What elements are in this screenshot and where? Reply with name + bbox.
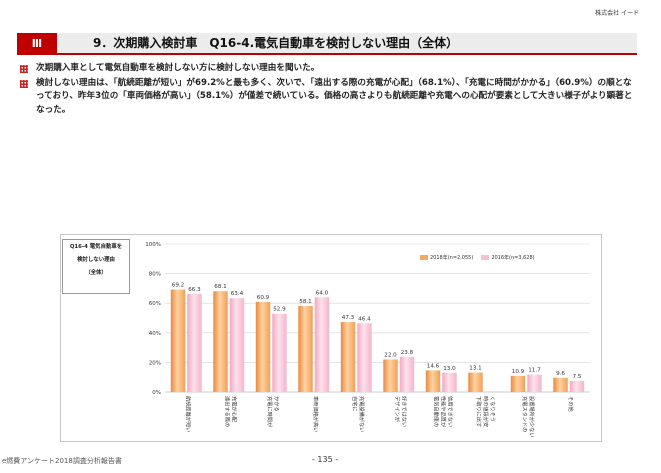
x-tick-label: 電気自動車の: [432, 396, 440, 427]
data-label: 13.1: [469, 366, 482, 372]
page-header: Ⅲ 9．次期購入検討車 Q16-4.電気自動車を検討しない理由（全体）: [17, 33, 637, 55]
x-tick-label: 信用できない: [446, 396, 454, 427]
legend-swatch-2016: [481, 255, 490, 260]
x-tick-label: 充電設備がない: [358, 396, 366, 432]
bar-2018: [383, 359, 398, 392]
bar-2016: [314, 297, 330, 392]
data-label: 52.9: [273, 307, 286, 313]
page-title: 9．次期購入検討車 Q16-4.電気自動車を検討しない理由（全体）: [93, 36, 459, 50]
data-label: 69.2: [172, 283, 184, 289]
chart-frame: [60, 234, 602, 442]
data-label: 14.6: [427, 363, 440, 369]
x-tick-label: 時の値段が安: [482, 396, 490, 427]
bullet-grid-icon: [20, 65, 28, 73]
bar-2016: [569, 380, 585, 392]
bar-2018: [170, 289, 186, 392]
x-tick-label: 充電が心配: [230, 396, 238, 423]
bar-2018: [213, 291, 228, 392]
data-label: 60.9: [257, 295, 270, 301]
y-tick-label: 100%: [145, 242, 161, 248]
x-tick-label: かかる: [273, 396, 280, 412]
bar-2018: [340, 321, 356, 392]
bar-2016: [357, 323, 372, 392]
bullet-item: 検討しない理由は、「航続距離が短い」が69.2%と最も多く、次いで、「遠出する際…: [20, 77, 640, 117]
company-name: 株式会社 イード: [595, 10, 639, 17]
question-line: Q16-4 電気自動車を: [69, 244, 123, 250]
data-label: 66.3: [188, 287, 201, 293]
bar-2016: [527, 374, 542, 392]
x-tick-label: 航続距離が短い: [184, 396, 192, 432]
page-number: - 135 -: [312, 455, 339, 464]
bar-2018: [255, 301, 271, 392]
x-tick-label: 自宅に: [351, 396, 359, 412]
bar-2016: [187, 293, 202, 392]
bar-2016: [442, 372, 457, 392]
chart-legend: 2018年(n=2,055) 2016年(n=3,628): [420, 254, 535, 261]
legend-item: 2016年(n=3,628): [481, 254, 535, 261]
y-tick-label: 20%: [149, 360, 161, 366]
data-label: 47.3: [342, 315, 355, 321]
x-tick-label: 下取りに出す: [475, 396, 483, 427]
x-tick-label: 充電に時間が: [266, 396, 274, 428]
data-label: 64.0: [316, 290, 329, 296]
question-line: 検討しない理由: [77, 257, 115, 263]
bullet-grid-icon: [20, 80, 28, 89]
bar-2016: [272, 313, 287, 392]
data-label: 22.0: [384, 352, 397, 358]
y-tick-label: 80%: [149, 272, 161, 278]
x-tick-label: くなりそう: [489, 396, 496, 422]
legend-swatch-2018: [420, 255, 428, 260]
data-label: 63.4: [231, 291, 244, 297]
bullet-text: 次期購入車として電気自動車を検討しない方に検討しない理由を聞いた。: [36, 63, 320, 73]
bar-2018: [425, 370, 441, 392]
bullet-text: 検討しない理由は、「航続距離が短い」が69.2%と最も多く、次いで、「遠出する際…: [36, 78, 633, 115]
x-tick-label: 好きではない: [400, 396, 408, 427]
bar-2018: [298, 306, 313, 392]
y-tick-label: 0%: [152, 390, 161, 396]
legend-item: 2018年(n=2,055): [420, 254, 473, 261]
bar-2018: [468, 372, 483, 392]
data-label: 68.1: [214, 284, 227, 290]
x-tick-label: 充電スタンドの: [521, 396, 529, 432]
data-label: 58.1: [299, 299, 312, 305]
x-tick-label: その他: [567, 396, 575, 412]
bullet-item: 次期購入車として電気自動車を検討しない方に検討しない理由を聞いた。: [20, 62, 640, 75]
x-tick-label: 車両価格が高い: [312, 396, 320, 432]
y-tick-label: 60%: [149, 301, 161, 307]
legend-label: 2018年(n=2,055): [430, 255, 474, 261]
data-label: 10.9: [512, 369, 525, 375]
x-tick-label: 設置場所が少ない: [528, 396, 536, 438]
bar-2016: [399, 356, 415, 392]
bar-2018: [510, 375, 526, 392]
x-tick-label: 性能や品質が: [439, 396, 447, 428]
summary-bullets: 次期購入車として電気自動車を検討しない方に検討しない理由を聞いた。 検討しない理…: [20, 62, 640, 119]
data-label: 23.8: [401, 350, 414, 356]
x-tick-label: 遠出する際の: [223, 396, 231, 427]
bar-2018: [553, 377, 568, 392]
bar-2016: [229, 298, 245, 392]
data-label: 7.5: [573, 374, 582, 380]
question-box: Q16-4 電気自動車を 検討しない理由 （全体）: [62, 239, 130, 294]
section-mark: Ⅲ: [17, 33, 57, 53]
data-label: 9.6: [556, 371, 565, 377]
x-tick-label: デザインが: [393, 396, 401, 423]
data-label: 11.7: [528, 368, 541, 374]
legend-label: 2016年(n=3,628): [491, 255, 535, 261]
data-label: 46.4: [358, 316, 371, 322]
data-label: 13.0: [443, 366, 456, 372]
question-line: （全体）: [85, 270, 107, 276]
footer-report-name: e燃費アンケート2018調査分析報告書: [2, 457, 122, 465]
y-tick-label: 40%: [149, 331, 161, 337]
